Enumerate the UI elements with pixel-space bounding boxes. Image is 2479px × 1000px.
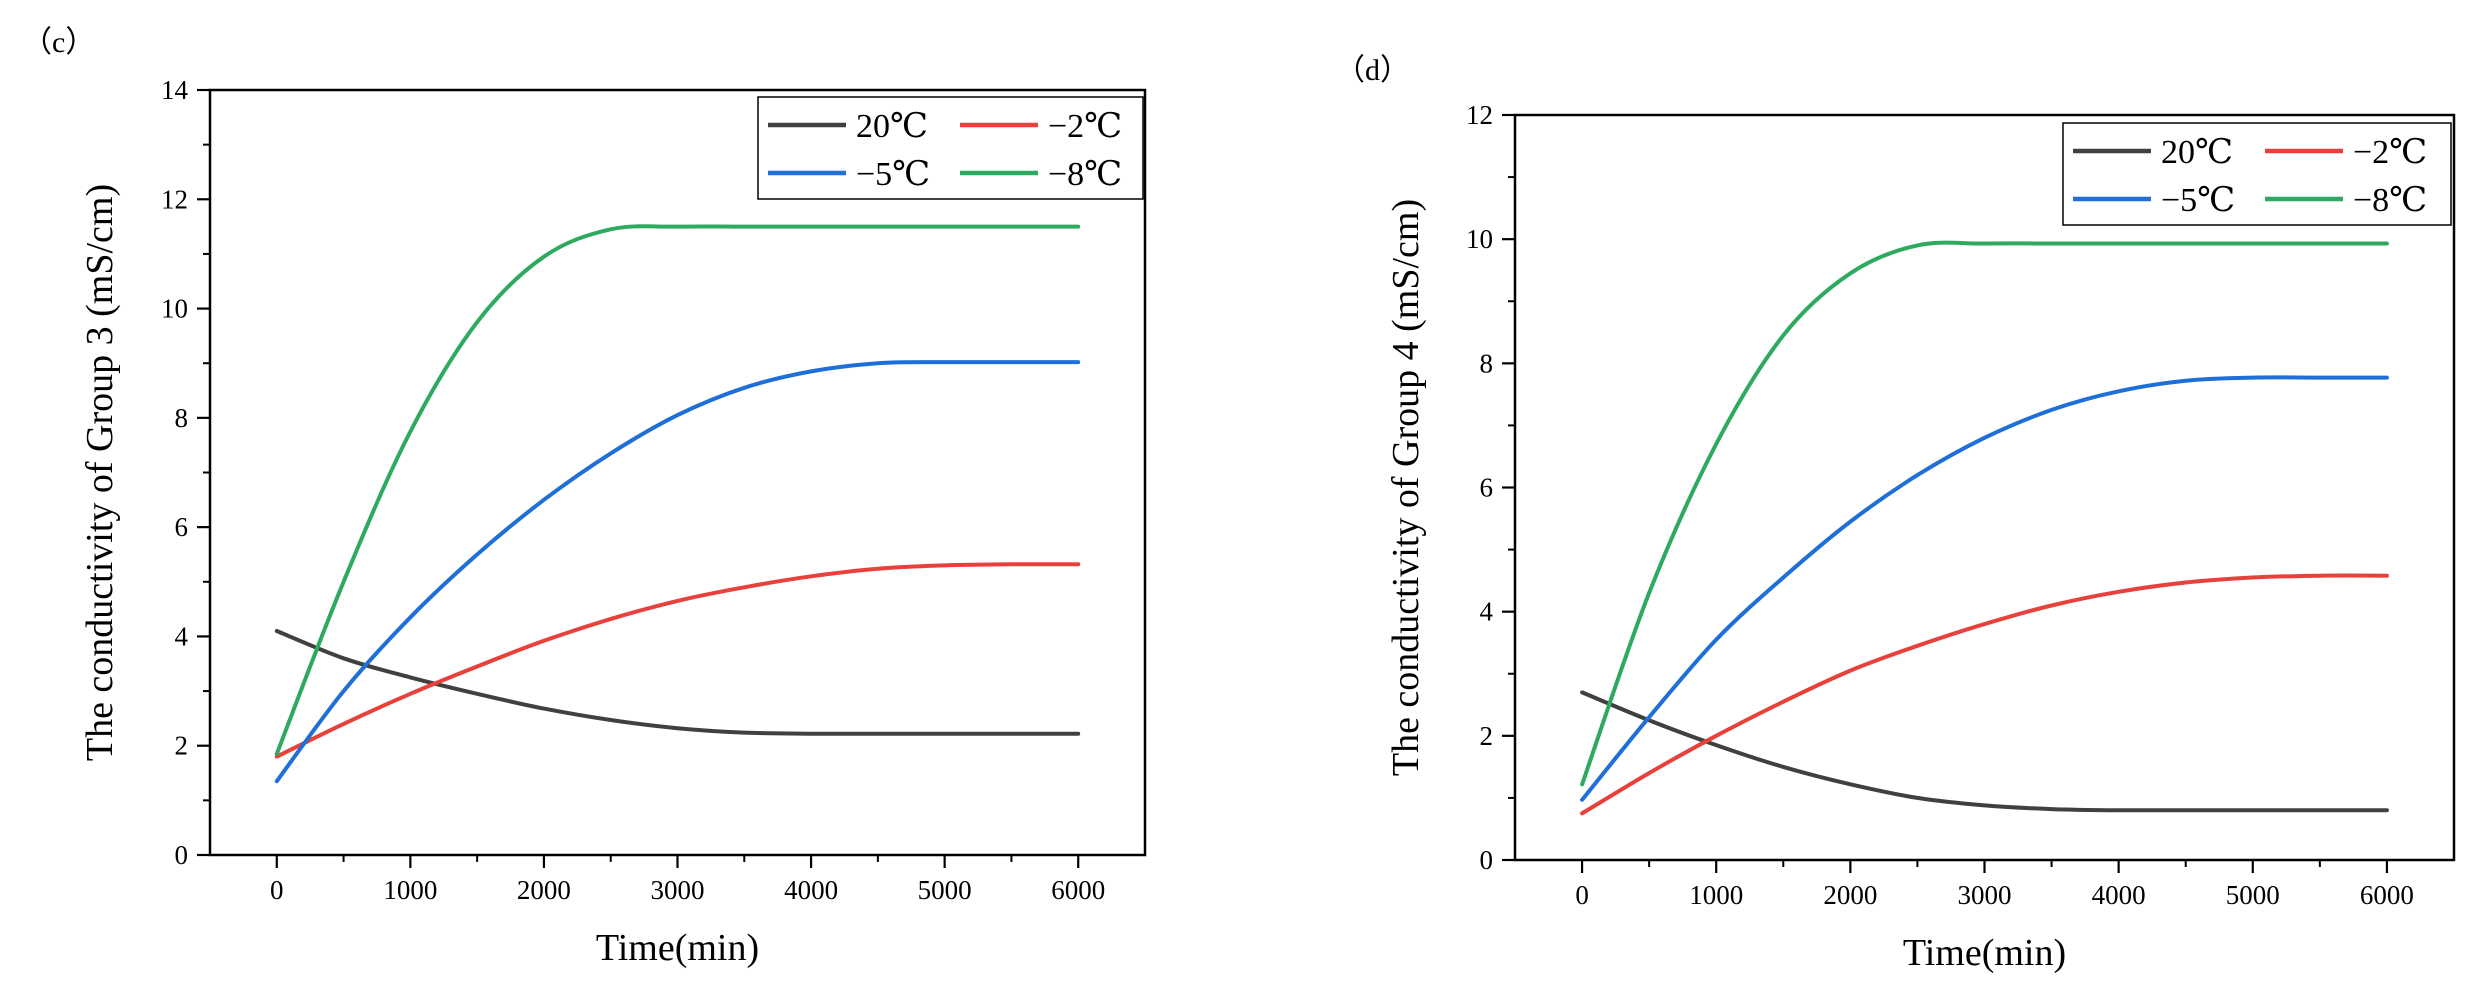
plot-frame	[208, 88, 1147, 857]
legend-label-3: −8℃	[2353, 182, 2427, 219]
x-axis-title: Time(min)	[1903, 932, 2066, 974]
y-tick-label: 6	[1480, 473, 1494, 503]
x-tick-label: 0	[270, 875, 284, 905]
x-tick-label: 6000	[1051, 875, 1105, 905]
x-tick-label: 3000	[651, 875, 705, 905]
series-line-3	[274, 224, 1081, 756]
series-line-2	[274, 360, 1081, 784]
legend-label-2: −5℃	[2161, 182, 2235, 219]
series-line-3	[1580, 240, 2389, 787]
x-tick-label: 5000	[918, 875, 972, 905]
legend-label-1: −2℃	[2353, 134, 2427, 171]
x-tick-label: 0	[1575, 880, 1589, 910]
x-tick-label: 3000	[1958, 880, 2012, 910]
x-tick-label: 4000	[784, 875, 838, 905]
x-tick-label: 5000	[2226, 880, 2280, 910]
panel-label: （c）	[22, 26, 95, 59]
legend-label-0: 20℃	[2161, 134, 2233, 171]
y-tick-label: 4	[1480, 597, 1494, 627]
y-axis-title: The conductivity of Group 3 (mS/cm)	[79, 184, 121, 761]
plot-frame	[1513, 113, 2456, 862]
y-tick-label: 10	[161, 294, 188, 324]
legend-label-1: −2℃	[1048, 108, 1122, 145]
x-tick-label: 1000	[383, 875, 437, 905]
series-group	[274, 224, 1081, 784]
x-tick-label: 2000	[517, 875, 571, 905]
y-tick-label: 14	[161, 75, 189, 105]
y-tick-label: 0	[1480, 845, 1494, 875]
y-tick-label: 8	[1480, 348, 1494, 378]
x-axis-title: Time(min)	[596, 927, 759, 969]
chart-panel-0: （c） 0 1000 2000 3000 4000 5000 6000 0 2 4 6 8 10 12 14 T…	[22, 26, 1147, 969]
y-tick-label: 10	[1466, 224, 1493, 254]
panel-label: （d）	[1335, 54, 1410, 87]
series-line-2	[1580, 375, 2389, 802]
series-line-1	[274, 562, 1081, 759]
series-line-1	[1580, 573, 2389, 816]
series-line-0	[1580, 690, 2389, 813]
x-tick-label: 4000	[2092, 880, 2146, 910]
legend-box	[2062, 122, 2452, 226]
legend-label-2: −5℃	[856, 156, 930, 193]
legend: 20℃ −2℃ −5℃ −8℃	[2062, 122, 2452, 226]
y-tick-label: 6	[175, 512, 189, 542]
series-group	[1580, 240, 2389, 816]
y-tick-label: 2	[1480, 721, 1494, 751]
legend-label-0: 20℃	[856, 108, 928, 145]
y-tick-label: 12	[161, 184, 188, 214]
y-tick-label: 4	[175, 621, 189, 651]
series-line-0	[274, 629, 1081, 736]
x-tick-label: 6000	[2360, 880, 2414, 910]
x-tick-label: 1000	[1689, 880, 1743, 910]
y-axis-title: The conductivity of Group 4 (mS/cm)	[1385, 199, 1427, 776]
chart-panel-1: （d） 0 1000 2000 3000 4000 5000 6000 0 2 4 6 8 10 12 Tim…	[1335, 54, 2456, 974]
legend-box	[757, 96, 1144, 200]
y-tick-label: 8	[175, 403, 189, 433]
legend: 20℃ −2℃ −5℃ −8℃	[757, 96, 1144, 200]
y-tick-label: 2	[175, 731, 189, 761]
x-tick-label: 2000	[1823, 880, 1877, 910]
y-tick-label: 12	[1466, 100, 1493, 130]
y-tick-label: 0	[175, 840, 189, 870]
legend-label-3: −8℃	[1048, 156, 1122, 193]
